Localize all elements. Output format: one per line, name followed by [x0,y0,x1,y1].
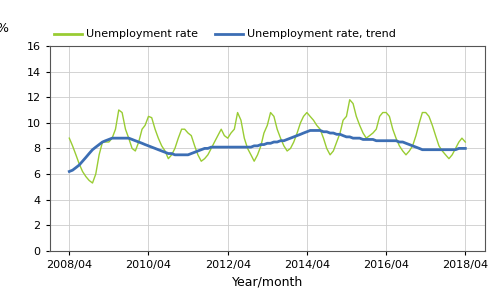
X-axis label: Year/month: Year/month [232,275,303,289]
Line: Unemployment rate, trend: Unemployment rate, trend [69,130,465,171]
Text: %: % [0,22,9,35]
Legend: Unemployment rate, Unemployment rate, trend: Unemployment rate, Unemployment rate, tr… [50,25,400,44]
Line: Unemployment rate: Unemployment rate [69,100,465,183]
